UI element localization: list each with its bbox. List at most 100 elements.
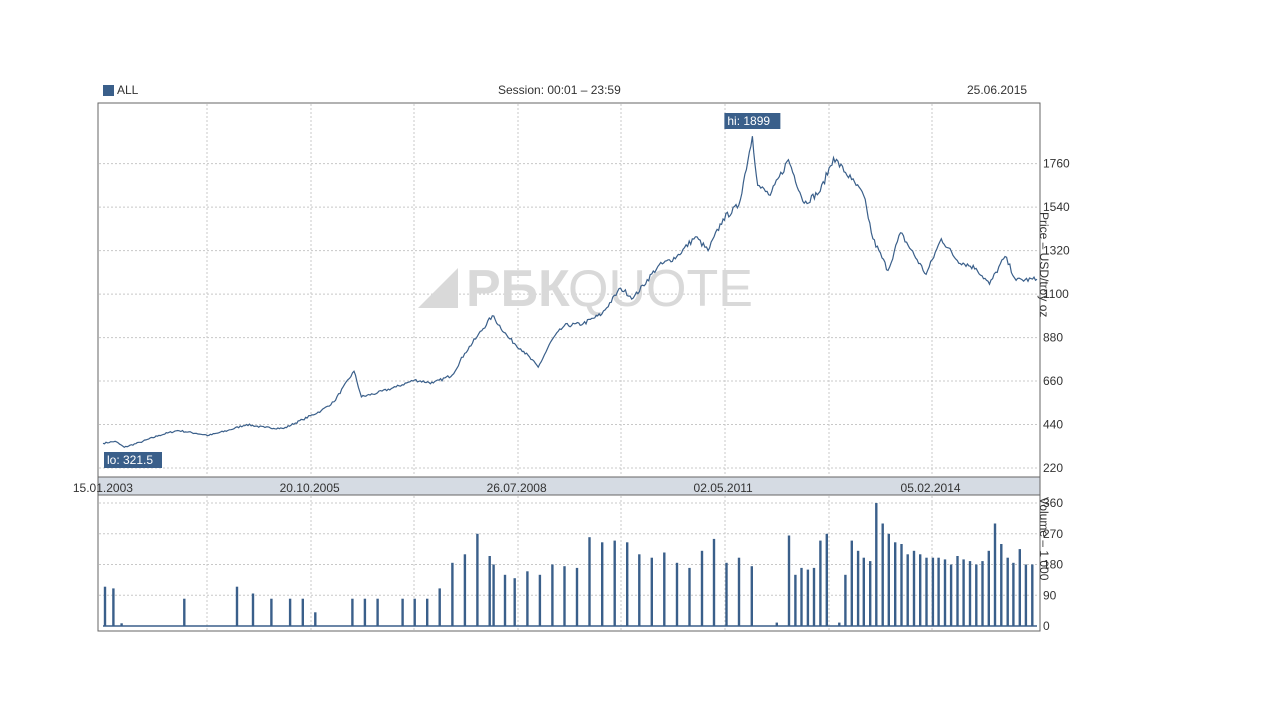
price-tick-label: 1320	[1043, 244, 1070, 258]
volume-bar	[1024, 564, 1028, 626]
volume-tick-label: 270	[1043, 527, 1063, 541]
volume-bar	[638, 554, 641, 627]
volume-bar	[476, 533, 479, 627]
hi-flag	[724, 113, 781, 129]
volume-bar	[376, 598, 379, 626]
volume-bar	[103, 586, 107, 626]
volume-bar	[513, 578, 516, 626]
volume-bar	[363, 598, 367, 626]
volume-bar	[919, 554, 922, 627]
volume-bar	[912, 550, 916, 626]
volume-bar	[887, 533, 890, 627]
volume-bar	[881, 523, 884, 626]
volume-bar	[492, 564, 495, 626]
volume-bar	[112, 588, 115, 626]
chart-background	[97, 102, 1041, 632]
volume-bar	[712, 538, 716, 626]
volume-bar	[1006, 557, 1009, 626]
volume-bar	[856, 550, 860, 626]
volume-bar	[819, 540, 822, 626]
volume-bar	[869, 561, 872, 626]
price-axis-title: Price – USD/troy oz	[1037, 212, 1051, 317]
watermark: РБК QUOTE	[418, 260, 753, 318]
volume-bar	[700, 550, 704, 626]
price-panel-frame	[97, 102, 1041, 478]
volume-bar	[613, 540, 616, 626]
volume-bar	[351, 598, 354, 626]
volume-bar	[503, 574, 507, 627]
volume-bar	[120, 623, 123, 626]
volume-bar	[987, 550, 990, 626]
volume-bar	[183, 598, 186, 626]
price-line	[102, 136, 1038, 449]
date-tick-label: 02.05.2011	[694, 481, 753, 495]
volume-bar	[575, 567, 579, 626]
watermark-bold: РБК	[466, 260, 570, 318]
date-tick-label: 05.02.2014	[901, 481, 961, 495]
volume-bar	[949, 564, 953, 626]
volume-bar	[451, 562, 454, 626]
volume-bar	[1000, 544, 1003, 626]
volume-bar	[787, 535, 791, 626]
volume-bar	[725, 562, 728, 626]
hi-flag-label: hi: 1899	[727, 114, 770, 128]
volume-bar	[968, 561, 972, 626]
volume-bar	[862, 557, 865, 626]
volume-tick-label: 360	[1043, 496, 1063, 510]
volume-bar	[301, 598, 304, 626]
volume-bar	[601, 542, 604, 626]
volume-bar	[737, 557, 741, 626]
volume-bar	[551, 564, 554, 626]
volume-bar	[894, 542, 897, 626]
session-label: Session: 00:01 – 23:59	[498, 83, 621, 97]
price-tick-label: 1540	[1043, 200, 1070, 214]
volume-bar	[588, 537, 591, 626]
volume-bar	[288, 598, 292, 626]
volume-bar	[925, 557, 928, 626]
volume-bar	[812, 567, 816, 626]
volume-bar	[675, 562, 679, 626]
volume-bar	[688, 567, 691, 626]
price-tick-label: 1100	[1043, 287, 1069, 301]
volume-bar	[650, 557, 653, 626]
date-label: 25.06.2015	[967, 83, 1028, 97]
volume-bar	[838, 622, 841, 626]
volume-bar	[1012, 562, 1015, 626]
volume-bar	[538, 574, 542, 627]
volume-bar	[943, 559, 947, 626]
volume-tick-label: 0	[1043, 619, 1050, 633]
date-tick-label: 20.10.2005	[280, 481, 340, 495]
volume-bar	[750, 566, 753, 626]
volume-bar	[775, 622, 778, 626]
volume-bar	[844, 574, 847, 627]
volume-bar	[401, 598, 404, 626]
volume-axis-title: Volume – 1 000	[1037, 497, 1051, 581]
volume-bar	[626, 542, 629, 626]
volume-bar	[1031, 564, 1034, 626]
volume-bar	[1018, 549, 1021, 626]
volume-bar	[270, 598, 273, 626]
price-tick-label: 1760	[1043, 157, 1070, 171]
volume-bar	[794, 574, 797, 627]
volume-bar	[931, 557, 935, 626]
volume-bar	[563, 566, 566, 626]
volume-bar	[875, 503, 878, 626]
volume-panel-frame	[97, 494, 1041, 632]
lo-flag	[104, 452, 162, 468]
lo-flag-label: lo: 321.5	[107, 453, 153, 467]
volume-bar	[993, 523, 997, 626]
volume-tick-label: 90	[1043, 588, 1057, 602]
volume-tick-label: 180	[1043, 558, 1063, 572]
legend-label: ALL	[117, 83, 139, 97]
volume-bar	[488, 556, 491, 626]
volume-bar	[850, 540, 853, 626]
volume-bar	[975, 564, 978, 626]
volume-bar	[663, 552, 666, 626]
legend-swatch	[103, 85, 114, 96]
watermark-light: QUOTE	[568, 260, 753, 318]
volume-bar	[251, 593, 255, 626]
date-tick-label: 26.07.2008	[487, 481, 547, 495]
volume-bar	[962, 559, 965, 626]
date-strip	[97, 476, 1041, 496]
